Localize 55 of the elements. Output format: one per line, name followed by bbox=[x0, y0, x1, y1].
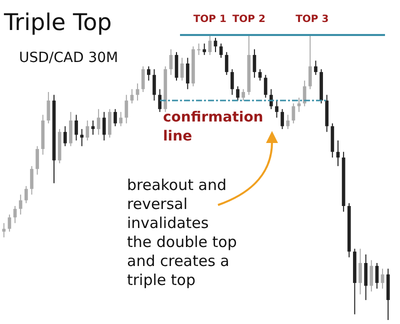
candlestick bbox=[236, 86, 240, 102]
candlestick bbox=[358, 248, 362, 295]
candlestick bbox=[242, 88, 245, 102]
text: TOP 2 bbox=[232, 14, 266, 25]
candlestick bbox=[258, 68, 262, 82]
candlestick bbox=[180, 57, 184, 82]
candlestick bbox=[230, 68, 234, 96]
candlestick bbox=[224, 52, 228, 76]
candlestick bbox=[158, 88, 162, 112]
candlestick bbox=[119, 111, 122, 127]
candlestick bbox=[114, 108, 117, 127]
candlestick bbox=[136, 82, 140, 102]
text: TOP 3 bbox=[296, 14, 329, 25]
candlestick bbox=[30, 166, 34, 196]
candlestick bbox=[96, 108, 100, 136]
candlestick bbox=[141, 66, 145, 92]
candlestick bbox=[264, 74, 268, 98]
candlestick bbox=[18, 194, 22, 216]
candlestick bbox=[174, 52, 178, 82]
candlestick bbox=[2, 222, 6, 238]
candlestick bbox=[91, 120, 95, 136]
candlestick bbox=[364, 254, 368, 301]
candlestick bbox=[275, 100, 278, 118]
candlestick bbox=[124, 94, 128, 124]
candlestick bbox=[80, 128, 84, 147]
candlestick bbox=[186, 57, 190, 90]
candlestick bbox=[24, 186, 28, 204]
candlestick bbox=[74, 114, 78, 141]
candlestick bbox=[36, 146, 39, 176]
candlestick bbox=[69, 111, 72, 147]
candlestick bbox=[286, 114, 290, 130]
ref-line-label: confirmation line bbox=[163, 110, 264, 145]
candlestick bbox=[208, 34, 212, 56]
candlestick bbox=[108, 108, 112, 138]
candlestick bbox=[297, 97, 301, 112]
candlestick bbox=[86, 120, 90, 141]
candlestick bbox=[46, 92, 50, 124]
chart-title: Triple Top bbox=[3, 10, 112, 36]
text: TOP 1 bbox=[193, 14, 227, 25]
candlestick bbox=[270, 88, 273, 110]
text: USD/CAD 30M bbox=[19, 50, 118, 66]
candlestick bbox=[314, 60, 318, 76]
candlestick bbox=[214, 37, 218, 53]
candlestick bbox=[370, 260, 374, 292]
candlestick bbox=[152, 68, 156, 102]
candlestick bbox=[280, 108, 284, 130]
candlestick bbox=[147, 66, 150, 82]
candlestick bbox=[308, 34, 312, 90]
candlestick bbox=[202, 43, 206, 56]
annotation: breakout and reversal invalidates the double top and creates a triple top bbox=[127, 176, 237, 289]
candlestick bbox=[302, 80, 306, 107]
candlestick bbox=[63, 126, 67, 147]
candlestick bbox=[102, 111, 106, 141]
candlestick bbox=[197, 43, 200, 56]
candlestick bbox=[8, 214, 12, 232]
